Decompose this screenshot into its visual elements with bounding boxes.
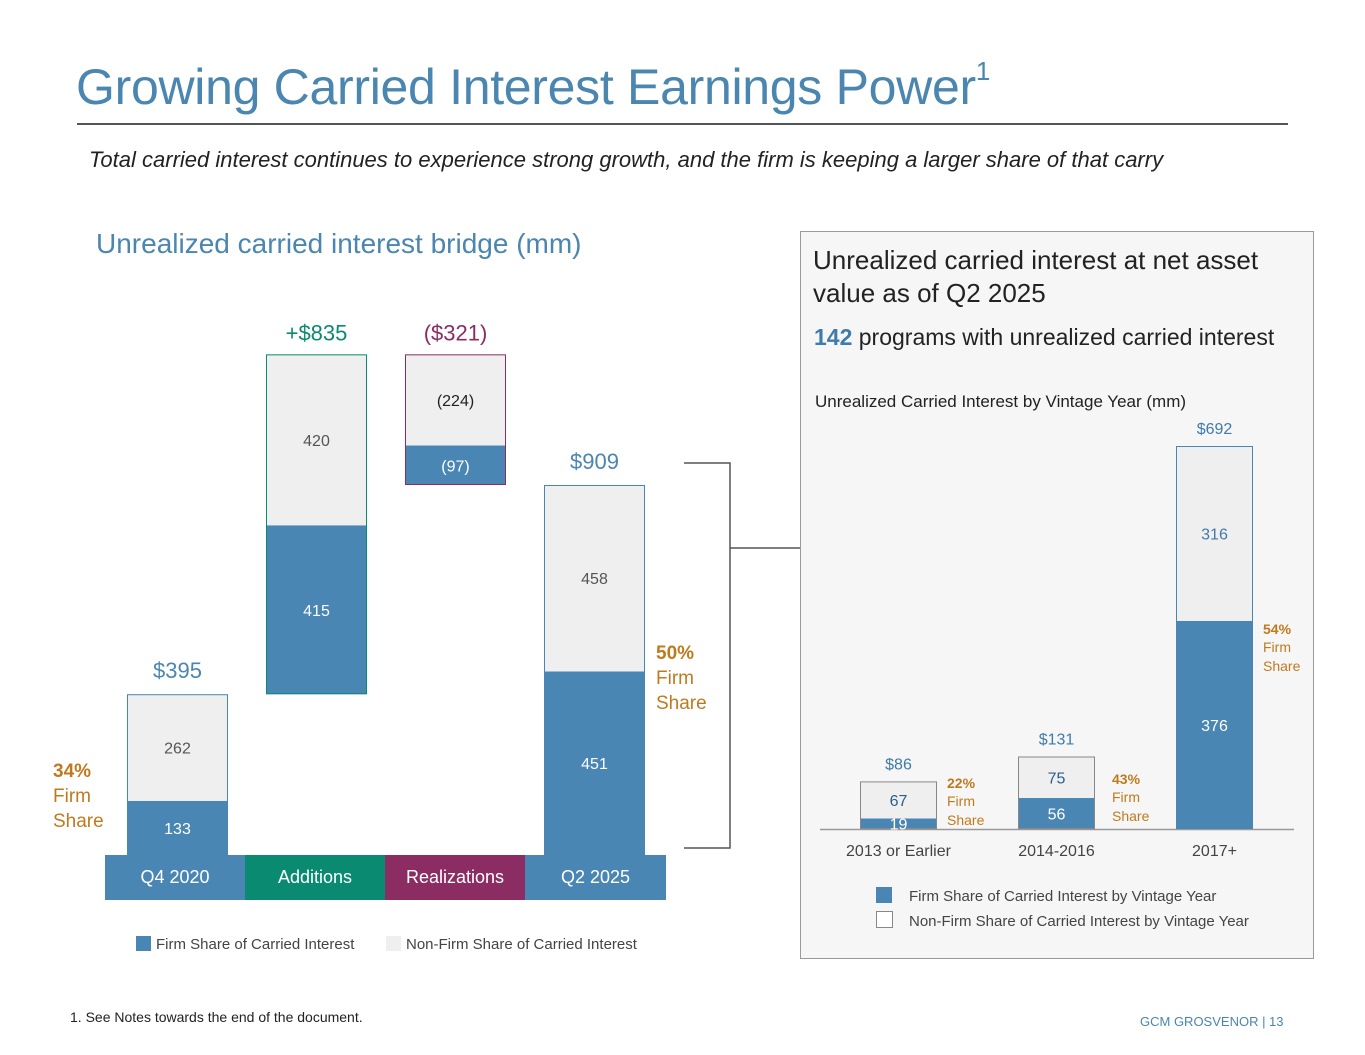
firm-share-word2-q4-2020: Share	[53, 811, 104, 832]
bar-firm-2	[405, 445, 506, 485]
vintage-firm-share-word2-1: Share	[1112, 808, 1150, 824]
category-band-3	[525, 855, 666, 900]
vintage-firm-share-pct-0: 22%	[947, 775, 976, 791]
vintage-category-0: 2013 or Earlier	[846, 843, 952, 860]
footnote: 1. See Notes towards the end of the docu…	[70, 1009, 363, 1025]
vintage-legend-label-firm: Firm Share of Carried Interest by Vintag…	[909, 888, 1216, 905]
vintage-legend-swatch-nonfirm	[876, 911, 893, 928]
vintage-firm-share-word2-2: Share	[1263, 658, 1301, 674]
vintage-chart-title: Unrealized Carried Interest by Vintage Y…	[815, 392, 1187, 411]
vintage-bar-nonfirm-2	[1176, 446, 1253, 621]
firm-share-pct-q4-2020: 34%	[53, 761, 91, 782]
firm-share-word2-q2-2025: Share	[656, 693, 707, 714]
total-label-0: $395	[153, 658, 202, 683]
programs-text: programs with unrealized carried interes…	[852, 324, 1275, 350]
label-nonfirm-2: (224)	[437, 393, 474, 410]
vintage-firm-share-word-1: Firm	[1112, 789, 1140, 805]
bar-firm-3	[544, 671, 645, 855]
footer-brand: GCM GROSVENOR | 13	[1140, 1014, 1284, 1029]
vintage-bar-outline-1	[1018, 756, 1095, 829]
page-title-text: Growing Carried Interest Earnings Power	[76, 59, 976, 115]
firm-share-word-q4-2020: Firm	[53, 786, 91, 807]
vintage-firm-share-word2-0: Share	[947, 812, 985, 828]
vintage-panel-heading: Unrealized carried interest at net asset…	[813, 245, 1259, 308]
programs-count: 142	[814, 324, 853, 350]
vintage-legend-swatch-firm	[876, 887, 892, 903]
bar-firm-1	[266, 525, 367, 695]
bar-nonfirm-2	[405, 354, 506, 446]
category-label-3: Q2 2025	[561, 867, 630, 887]
vintage-bar-outline-0	[860, 781, 937, 829]
page-title: Growing Carried Interest Earnings Power1	[76, 56, 990, 116]
title-divider	[77, 123, 1288, 125]
firm-share-word-q2-2025: Firm	[656, 668, 694, 689]
bar-nonfirm-1	[266, 354, 367, 526]
vintage-total-0: $86	[885, 756, 912, 773]
vintage-firm-share-word-2: Firm	[1263, 639, 1291, 655]
label-firm-1: 415	[303, 603, 330, 620]
vintage-category-1: 2014-2016	[1018, 843, 1095, 860]
bar-nonfirm-0	[127, 694, 228, 801]
vintage-label-firm-2: 376	[1201, 718, 1228, 735]
vintage-label-firm-0: 19	[890, 817, 908, 834]
page-subtitle: Total carried interest continues to expe…	[89, 147, 1164, 172]
vintage-label-nonfirm-2: 316	[1201, 526, 1228, 543]
category-label-1: Additions	[278, 867, 352, 887]
category-label-0: Q4 2020	[140, 867, 209, 887]
bar-outline-3	[544, 485, 645, 855]
vintage-total-2: $692	[1197, 421, 1233, 438]
label-firm-2: (97)	[441, 458, 469, 475]
label-firm-0: 133	[164, 821, 191, 838]
legend-label-nonfirm: Non-Firm Share of Carried Interest	[406, 936, 638, 953]
vintage-total-1: $131	[1039, 731, 1075, 748]
vintage-bar-nonfirm-1	[1018, 756, 1095, 799]
vintage-firm-share-word-0: Firm	[947, 793, 975, 809]
label-firm-3: 451	[581, 756, 608, 773]
vintage-legend-label-nonfirm: Non-Firm Share of Carried Interest by Vi…	[909, 913, 1249, 930]
vintage-bar-outline-2	[1176, 446, 1253, 829]
total-label-1: +$835	[286, 320, 348, 345]
firm-share-pct-q2-2025: 50%	[656, 643, 694, 664]
total-label-3: $909	[570, 449, 619, 474]
vintage-bar-firm-0	[860, 818, 937, 829]
bar-outline-0	[127, 694, 228, 856]
legend-label-firm: Firm Share of Carried Interest	[156, 936, 355, 953]
bar-outline-2	[405, 354, 506, 485]
legend-swatch-firm	[136, 936, 151, 951]
category-band-2	[385, 855, 525, 900]
label-nonfirm-0: 262	[164, 741, 191, 758]
bracket-connector	[684, 462, 800, 849]
bridge-chart-title: Unrealized carried interest bridge (mm)	[96, 228, 582, 259]
vintage-firm-share-pct-1: 43%	[1112, 771, 1141, 787]
legend-swatch-nonfirm	[386, 936, 401, 951]
vintage-label-nonfirm-1: 75	[1048, 770, 1066, 787]
vintage-category-2: 2017+	[1192, 843, 1237, 860]
vintage-bar-nonfirm-0	[860, 781, 937, 819]
bar-firm-0	[127, 800, 228, 855]
label-nonfirm-1: 420	[303, 433, 330, 450]
category-band-1	[245, 855, 385, 900]
vintage-label-firm-1: 56	[1048, 807, 1066, 824]
vintage-bar-firm-1	[1018, 798, 1095, 829]
total-label-2: ($321)	[424, 320, 488, 345]
bar-nonfirm-3	[544, 485, 645, 672]
vintage-label-nonfirm-0: 67	[890, 793, 908, 810]
programs-summary: 142 programs with unrealized carried int…	[814, 324, 1274, 351]
category-label-2: Realizations	[406, 867, 504, 887]
bar-outline-1	[266, 354, 367, 695]
label-nonfirm-3: 458	[581, 571, 608, 588]
title-footnote-marker: 1	[975, 56, 990, 87]
vintage-bar-firm-2	[1176, 620, 1253, 829]
vintage-firm-share-pct-2: 54%	[1263, 621, 1292, 637]
category-band-0	[105, 855, 245, 900]
